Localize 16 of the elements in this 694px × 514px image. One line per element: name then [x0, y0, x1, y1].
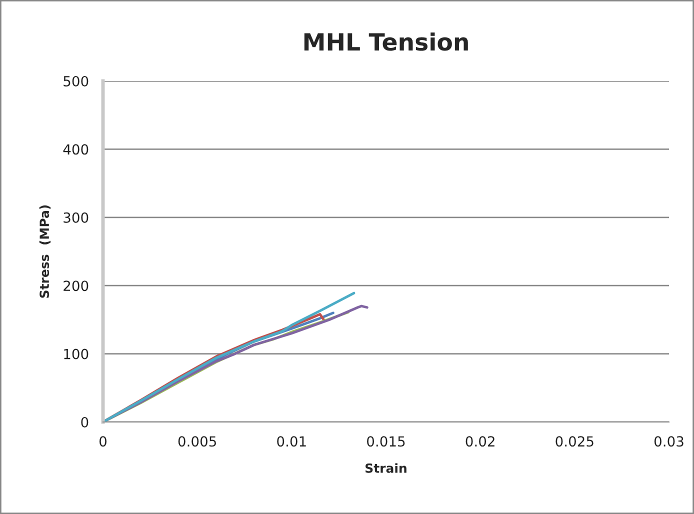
x-tick-label: 0.005 [178, 436, 216, 447]
x-tick-label: 0.025 [556, 436, 594, 447]
y-tick-label: 400 [63, 144, 88, 155]
y-tick-label: 100 [64, 348, 88, 360]
y-tick-label: 200 [64, 280, 88, 292]
y-axis-title: Stress (MPa) [39, 205, 51, 298]
y-tick-label: 0 [81, 416, 88, 428]
x-tick-label: 0 [99, 436, 106, 447]
x-tick-label: 0.03 [654, 436, 684, 447]
y-tick-label: 500 [64, 76, 88, 86]
x-tick-label: 0.01 [277, 436, 306, 447]
y-tick-label: 300 [64, 212, 88, 223]
x-tick-label: 0.02 [466, 436, 494, 447]
chart-title: MHL Tension [304, 32, 468, 51]
x-tick-label: 0.015 [367, 436, 405, 447]
x-axis-title: Strain [366, 463, 406, 473]
